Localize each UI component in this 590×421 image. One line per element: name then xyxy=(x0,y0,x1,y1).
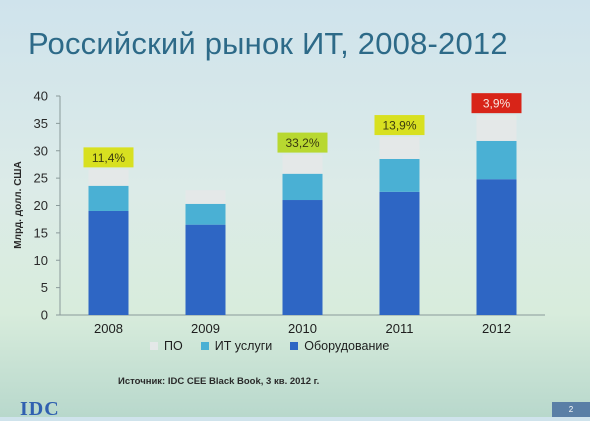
x-axis: 2008 2009 2010 2011 2012 xyxy=(94,321,511,336)
x-tick-label: 2011 xyxy=(386,321,414,336)
growth-badge-label: 3,9% xyxy=(483,97,511,111)
y-tick-label: 10 xyxy=(34,253,48,268)
legend-label: ИТ услуги xyxy=(214,339,273,353)
legend-swatch xyxy=(290,342,299,350)
legend-swatch xyxy=(200,342,209,350)
x-tick-label: 2008 xyxy=(94,321,123,336)
growth-badge-2010 xyxy=(277,132,328,153)
legend-label: ПО xyxy=(164,339,183,353)
bar-services-2012 xyxy=(476,140,517,180)
legend-swatch xyxy=(150,342,158,350)
bars xyxy=(88,115,517,315)
x-tick-label: 2010 xyxy=(288,321,317,336)
y-tick-label: 25 xyxy=(34,171,48,186)
page-number: 2 xyxy=(552,402,590,417)
x-tick-label: 2009 xyxy=(191,321,220,336)
legend-item-software: ПО xyxy=(150,339,183,353)
bar-hardware-2012 xyxy=(476,179,517,315)
growth-badges: 11,4% 33,2% 13,9% 3,9% xyxy=(83,93,522,168)
y-tick-label: 35 xyxy=(34,116,48,131)
growth-badge-label: 33,2% xyxy=(285,136,319,150)
bar-software-2010 xyxy=(282,154,323,174)
bar-hardware-2009 xyxy=(185,224,226,315)
slide-title: Российский рынок ИТ, 2008-2012 xyxy=(28,26,508,61)
y-tick-label: 20 xyxy=(34,198,48,213)
y-tick-label: 40 xyxy=(34,89,48,104)
bar-hardware-2011 xyxy=(379,191,420,315)
bar-hardware-2008 xyxy=(88,210,129,315)
y-axis: 0 5 10 15 20 25 30 35 40 xyxy=(34,89,545,323)
y-tick-label: 15 xyxy=(34,225,48,240)
legend-item-services: ИТ услуги xyxy=(200,339,273,353)
source-note: Источник: IDC CEE Black Book, 3 кв. 2012… xyxy=(118,376,320,387)
y-axis-label: Млрд. долл. США xyxy=(13,161,24,248)
growth-badge-2012 xyxy=(471,93,522,114)
bar-software-2011 xyxy=(379,137,420,159)
y-tick-label: 30 xyxy=(34,143,48,158)
growth-badge-label: 11,4% xyxy=(92,151,125,165)
idc-logo: IDC xyxy=(20,398,60,420)
bar-services-2008 xyxy=(88,185,129,211)
chart-legend: ПО ИТ услуги Оборудование xyxy=(150,339,389,353)
y-tick-label: 0 xyxy=(41,308,48,323)
bar-services-2009 xyxy=(185,203,226,225)
bar-hardware-2010 xyxy=(282,200,323,315)
bar-services-2011 xyxy=(379,158,420,192)
x-tick-label: 2012 xyxy=(482,321,511,336)
growth-badge-2011 xyxy=(374,115,425,136)
legend-item-hardware: Оборудование xyxy=(290,339,389,353)
growth-badge-label: 13,9% xyxy=(382,119,416,133)
bar-software-2012 xyxy=(476,115,517,141)
bar-software-2008 xyxy=(88,169,129,186)
bar-software-2009 xyxy=(185,190,226,204)
y-tick-label: 5 xyxy=(41,280,48,295)
growth-badge-2008 xyxy=(83,147,134,168)
legend-label: Оборудование xyxy=(304,339,390,353)
bar-services-2010 xyxy=(282,173,323,201)
